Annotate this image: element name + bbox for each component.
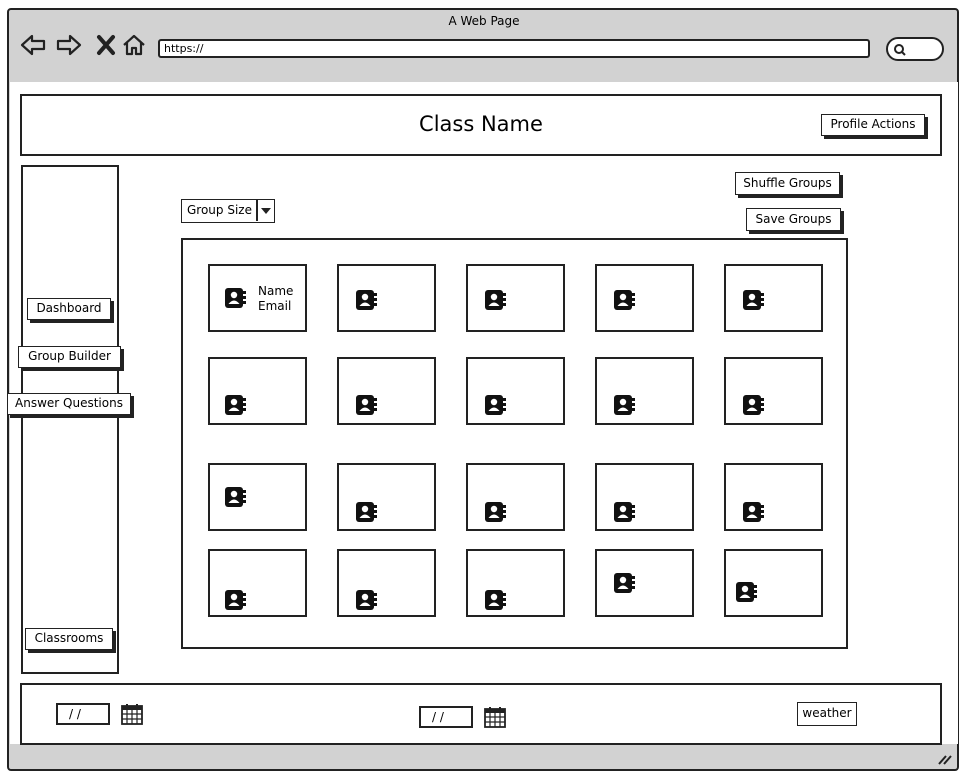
student-card[interactable] xyxy=(595,463,694,531)
group-size-select[interactable]: Group Size xyxy=(181,199,275,223)
header-bar: Class Name Profile Actions xyxy=(20,94,942,156)
student-card[interactable] xyxy=(466,549,565,617)
contact-icon xyxy=(356,290,377,310)
weather-widget[interactable]: weather xyxy=(797,702,857,726)
student-card[interactable] xyxy=(724,549,823,617)
student-card[interactable] xyxy=(337,549,436,617)
student-card[interactable] xyxy=(466,463,565,531)
student-card[interactable] xyxy=(208,549,307,617)
sidebar-item-group-builder[interactable]: Group Builder xyxy=(18,346,121,368)
contact-icon xyxy=(743,395,764,415)
date-input[interactable]: / / xyxy=(419,706,473,728)
student-card[interactable] xyxy=(724,264,823,332)
student-info: Name Email xyxy=(258,284,293,314)
student-name: Name xyxy=(258,284,294,298)
student-card[interactable] xyxy=(595,357,694,425)
contact-icon xyxy=(225,288,246,308)
sidebar-item-answer-questions[interactable]: Answer Questions xyxy=(7,393,131,415)
calendar-icon[interactable] xyxy=(121,703,143,725)
student-card[interactable] xyxy=(595,549,694,617)
contact-icon xyxy=(614,290,635,310)
contact-icon xyxy=(356,590,377,610)
contact-icon xyxy=(356,502,377,522)
student-card[interactable] xyxy=(466,357,565,425)
forward-icon[interactable] xyxy=(56,33,82,57)
home-icon[interactable] xyxy=(121,33,147,57)
contact-icon xyxy=(225,487,246,507)
contact-icon xyxy=(225,395,246,415)
footer-bar xyxy=(20,683,942,745)
contact-icon xyxy=(614,395,635,415)
student-card[interactable] xyxy=(724,463,823,531)
contact-icon xyxy=(485,395,506,415)
back-icon[interactable] xyxy=(20,33,46,57)
group-size-label: Group Size xyxy=(187,203,252,217)
profile-actions-button[interactable]: Profile Actions xyxy=(821,114,925,136)
search-button[interactable] xyxy=(886,37,944,61)
student-card[interactable] xyxy=(337,264,436,332)
student-card[interactable] xyxy=(208,357,307,425)
student-card[interactable]: Name Email xyxy=(208,264,307,332)
student-card[interactable] xyxy=(208,463,307,531)
student-email: Email xyxy=(258,299,292,313)
date-input[interactable]: / / xyxy=(56,703,110,725)
calendar-icon[interactable] xyxy=(484,706,506,728)
contact-icon xyxy=(485,590,506,610)
contact-icon xyxy=(485,290,506,310)
contact-icon xyxy=(614,573,635,593)
page-title: Class Name xyxy=(419,112,543,136)
chevron-down-icon xyxy=(261,208,271,214)
student-card[interactable] xyxy=(337,357,436,425)
contact-icon xyxy=(614,502,635,522)
student-card[interactable] xyxy=(724,357,823,425)
contact-icon xyxy=(743,290,764,310)
save-groups-button[interactable]: Save Groups xyxy=(746,208,841,231)
sidebar xyxy=(21,165,119,674)
student-card[interactable] xyxy=(337,463,436,531)
contact-icon xyxy=(356,395,377,415)
contact-icon xyxy=(736,582,757,602)
contact-icon xyxy=(743,502,764,522)
contact-icon xyxy=(225,590,246,610)
student-card[interactable] xyxy=(466,264,565,332)
sidebar-item-classrooms[interactable]: Classrooms xyxy=(25,628,113,650)
resize-grip-icon[interactable] xyxy=(936,752,952,766)
student-card[interactable] xyxy=(595,264,694,332)
stop-icon[interactable] xyxy=(94,33,120,57)
url-input[interactable]: https:// xyxy=(158,39,870,58)
shuffle-groups-button[interactable]: Shuffle Groups xyxy=(735,172,840,195)
search-icon xyxy=(894,44,906,56)
contact-icon xyxy=(485,502,506,522)
sidebar-item-dashboard[interactable]: Dashboard xyxy=(27,298,111,320)
window-title: A Web Page xyxy=(448,14,520,28)
select-divider xyxy=(256,200,258,221)
